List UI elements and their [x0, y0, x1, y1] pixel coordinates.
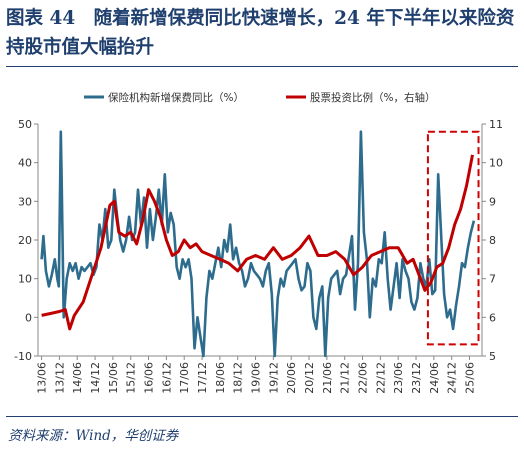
x-tick-label: 19/06: [250, 362, 263, 394]
y-left-tick-label: 20: [18, 234, 32, 247]
x-tick-label: 13/12: [53, 362, 66, 394]
x-tick-label: 15/12: [125, 362, 138, 394]
x-tick-label: 20/12: [303, 362, 316, 394]
series-layer: [40, 130, 476, 358]
x-tick-label: 22/12: [374, 362, 387, 394]
chart-area: 保险机构新增保费同比（%） 股票投资比例（%，右轴） -10 0 10 20 30 40 5…: [14, 91, 503, 394]
x-tick-label: 23/06: [392, 362, 405, 394]
x-tick-label: 21/06: [321, 362, 334, 394]
x-tick-label: 20/06: [285, 362, 298, 394]
y-right-tick-label: 7: [489, 273, 496, 286]
x-tick-label: 21/12: [339, 362, 352, 394]
title-divider: [6, 66, 518, 67]
y-left-tick-label: 40: [18, 157, 32, 170]
x-tick-label: 17/06: [178, 362, 191, 394]
axes: -10 0 10 20 30 40 50 5 6 7 8 9 10 11 13/06 13/12 14/06 14…: [14, 118, 503, 394]
legend-label-premium: 保险机构新增保费同比（%）: [108, 91, 244, 104]
x-tick-label: 14/12: [89, 362, 102, 394]
highlight-box: [426, 130, 480, 346]
y-right-tick-label: 10: [489, 157, 503, 170]
legend: 保险机构新增保费同比（%） 股票投资比例（%，右轴）: [84, 91, 435, 104]
x-tick-label: 16/12: [160, 362, 173, 394]
x-tick-label: 17/12: [196, 362, 209, 394]
x-tick-label: 24/12: [446, 362, 459, 394]
x-tick-label: 23/12: [410, 362, 423, 394]
y-left-tick-label: 0: [25, 311, 32, 324]
highlight-layer: [426, 130, 480, 346]
y-left-tick-label: -10: [14, 350, 32, 363]
chart-title: 图表 44 随着新增保费同比快速增长，24 年下半年以来险资持股市值大幅抬升: [6, 8, 515, 58]
x-tick-label: 18/06: [214, 362, 227, 394]
y-right-tick-label: 11: [489, 118, 503, 131]
y-left-tick-label: 30: [18, 195, 32, 208]
source-divider: [6, 416, 518, 417]
x-tick-label: 15/06: [107, 362, 120, 394]
y-left-tick-label: 50: [18, 118, 32, 131]
source-note: 资料来源：Wind，华创证券: [8, 428, 179, 444]
x-tick-label: 19/12: [267, 362, 280, 394]
x-tick-label: 24/06: [428, 362, 441, 394]
y-right-tick-label: 5: [489, 350, 496, 363]
y-right-tick-label: 6: [489, 311, 496, 324]
x-tick-label: 22/06: [357, 362, 370, 394]
legend-label-equity-ratio: 股票投资比例（%，右轴）: [310, 91, 435, 104]
series-line-premium-growth: [40, 130, 476, 358]
x-tick-label: 25/06: [464, 362, 477, 394]
x-tick-label: 16/06: [143, 362, 156, 394]
y-right-tick-label: 9: [489, 195, 496, 208]
x-tick-label: 13/06: [36, 362, 49, 394]
series-line-equity-ratio: [41, 154, 474, 331]
x-tick-label: 14/06: [71, 362, 84, 394]
y-left-tick-label: 10: [18, 273, 32, 286]
x-tick-label: 18/12: [232, 362, 245, 394]
y-right-tick-label: 8: [489, 234, 496, 247]
